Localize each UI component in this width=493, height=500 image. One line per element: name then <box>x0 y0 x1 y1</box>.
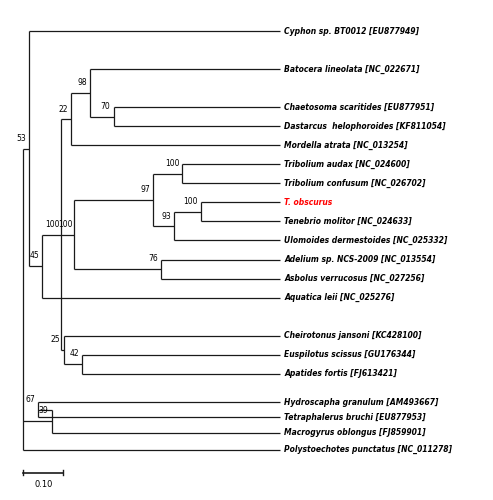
Text: 39: 39 <box>39 406 48 416</box>
Text: Dastarcus  helophoroides [KF811054]: Dastarcus helophoroides [KF811054] <box>284 122 446 131</box>
Text: Ulomoides dermestoides [NC_025332]: Ulomoides dermestoides [NC_025332] <box>284 236 448 245</box>
Text: Aquatica leii [NC_025276]: Aquatica leii [NC_025276] <box>284 293 394 302</box>
Text: Euspilotus scissus [GU176344]: Euspilotus scissus [GU176344] <box>284 350 416 359</box>
Text: 98: 98 <box>77 78 87 88</box>
Text: Adelium sp. NCS-2009 [NC_013554]: Adelium sp. NCS-2009 [NC_013554] <box>284 255 435 264</box>
Text: Batocera lineolata [NC_022671]: Batocera lineolata [NC_022671] <box>284 65 420 74</box>
Text: 53: 53 <box>16 134 26 143</box>
Text: 76: 76 <box>148 254 158 264</box>
Text: 93: 93 <box>162 212 171 220</box>
Text: 45: 45 <box>30 252 39 260</box>
Text: Tenebrio molitor [NC_024633]: Tenebrio molitor [NC_024633] <box>284 217 412 226</box>
Text: 42: 42 <box>69 350 79 358</box>
Text: 25: 25 <box>51 335 60 344</box>
Text: Mordella atrata [NC_013254]: Mordella atrata [NC_013254] <box>284 141 408 150</box>
Text: T. obscurus: T. obscurus <box>284 198 332 207</box>
Text: Tetraphalerus bruchi [EU877953]: Tetraphalerus bruchi [EU877953] <box>284 413 426 422</box>
Text: Hydroscapha granulum [AM493667]: Hydroscapha granulum [AM493667] <box>284 398 438 406</box>
Text: 22: 22 <box>59 104 69 114</box>
Text: Asbolus verrucosus [NC_027256]: Asbolus verrucosus [NC_027256] <box>284 274 424 283</box>
Text: 97: 97 <box>141 186 150 194</box>
Text: 67: 67 <box>26 395 35 404</box>
Text: Polystoechotes punctatus [NC_011278]: Polystoechotes punctatus [NC_011278] <box>284 445 452 454</box>
Text: Tribolium confusum [NC_026702]: Tribolium confusum [NC_026702] <box>284 179 425 188</box>
Text: Tribolium audax [NC_024600]: Tribolium audax [NC_024600] <box>284 160 410 169</box>
Text: 100: 100 <box>183 198 198 206</box>
Text: Cheirotonus jansoni [KC428100]: Cheirotonus jansoni [KC428100] <box>284 331 422 340</box>
Text: Chaetosoma scaritides [EU877951]: Chaetosoma scaritides [EU877951] <box>284 103 434 112</box>
Text: 100: 100 <box>58 220 73 229</box>
Text: Macrogyrus oblongus [FJ859901]: Macrogyrus oblongus [FJ859901] <box>284 428 426 437</box>
Text: Cyphon sp. BT0012 [EU877949]: Cyphon sp. BT0012 [EU877949] <box>284 27 419 36</box>
Text: 70: 70 <box>101 102 110 111</box>
Text: 0.10: 0.10 <box>34 480 52 489</box>
Text: 100: 100 <box>165 159 179 168</box>
Text: 100: 100 <box>45 220 60 229</box>
Text: Apatides fortis [FJ613421]: Apatides fortis [FJ613421] <box>284 369 397 378</box>
